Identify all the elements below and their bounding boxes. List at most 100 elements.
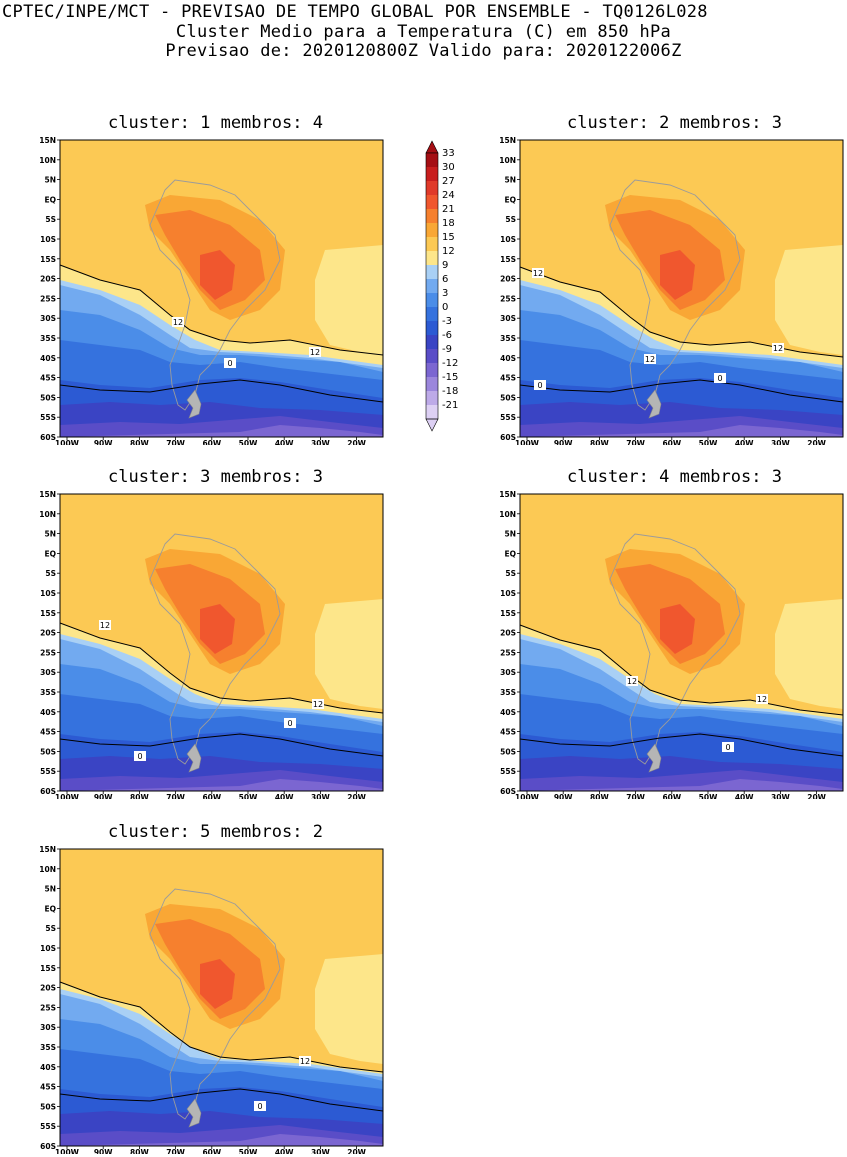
lon-tick-label: 30W — [771, 439, 790, 445]
lat-tick-label: EQ — [505, 195, 517, 204]
map-frame — [59, 493, 384, 792]
lat-tick-label: 40S — [40, 708, 56, 717]
contour-line — [519, 624, 844, 716]
colorbar-swatch — [426, 195, 438, 210]
contour-label: 12 — [100, 621, 110, 630]
contour-label: 12 — [313, 700, 323, 709]
contour-label-bg — [534, 380, 546, 390]
contour-label: 12 — [757, 695, 767, 704]
lat-tick-label: 10S — [40, 235, 56, 244]
contour-line — [519, 379, 844, 403]
tierra-del-fuego — [186, 743, 202, 773]
lat-tick-label: 30S — [500, 314, 516, 323]
coastline — [609, 179, 741, 411]
contour-label: 12 — [773, 344, 783, 353]
panel-title: cluster: 2 membros: 3 — [567, 113, 782, 133]
lon-tick-label: 100W — [55, 1148, 80, 1154]
lon-tick-label: 70W — [626, 439, 645, 445]
lat-tick-label: 35S — [40, 334, 56, 343]
colorbar-label: 18 — [442, 218, 455, 229]
lat-tick-label: 55S — [500, 767, 516, 776]
lon-tick-label: 30W — [771, 793, 790, 799]
colorbar-swatch — [426, 405, 438, 420]
contour-label: 0 — [227, 359, 232, 368]
lon-tick-label: 50W — [239, 793, 258, 799]
lon-tick-label: 60W — [202, 1148, 221, 1154]
lat-tick-label: 45S — [40, 374, 56, 383]
contour-label-bg — [254, 1101, 266, 1111]
contour-label-bg — [714, 373, 726, 383]
temp-band — [315, 954, 383, 1064]
lat-tick-label: 25S — [500, 294, 516, 303]
lat-tick-label: 40S — [40, 354, 56, 363]
lat-tick-label: 55S — [40, 767, 56, 776]
contour-label-bg — [172, 317, 184, 327]
lon-tick-label: 60W — [662, 793, 681, 799]
colorbar-label: 24 — [442, 190, 455, 201]
contour-label-bg — [299, 1056, 311, 1066]
lat-tick-label: EQ — [45, 904, 57, 913]
contour-label: 12 — [645, 355, 655, 364]
lon-tick-label: 70W — [166, 793, 185, 799]
temp-band — [60, 779, 383, 791]
colorbar-swatch — [426, 181, 438, 196]
lon-tick-label: 50W — [239, 1148, 258, 1154]
contour-label: 12 — [310, 348, 320, 357]
lat-tick-label: 15N — [39, 845, 56, 854]
lon-tick-label: 60W — [662, 439, 681, 445]
lat-tick-label: 60S — [500, 787, 516, 796]
colorbar-label: 12 — [442, 246, 455, 257]
colorbar-swatch — [426, 391, 438, 406]
lon-tick-label: 90W — [554, 793, 573, 799]
contour-label: 0 — [137, 752, 142, 761]
lon-tick-label: 30W — [311, 793, 330, 799]
lat-tick-label: 20S — [500, 275, 516, 284]
lon-tick-label: 90W — [94, 439, 113, 445]
lat-tick-label: 25S — [40, 1003, 56, 1012]
colorbar-label: -21 — [442, 400, 458, 411]
contour-line — [59, 379, 384, 403]
map-frame — [519, 493, 844, 792]
lat-tick-label: 10N — [39, 865, 56, 874]
lon-tick-label: 90W — [554, 439, 573, 445]
contour-label: 0 — [725, 743, 730, 752]
contour-label: 12 — [173, 318, 183, 327]
colorbar-swatch — [426, 251, 438, 266]
contour-label: 12 — [533, 269, 543, 278]
lon-tick-label: 90W — [94, 793, 113, 799]
lat-tick-label: 35S — [40, 688, 56, 697]
colorbar-swatch — [426, 307, 438, 322]
lon-tick-label: 80W — [590, 793, 609, 799]
lat-tick-label: 5N — [45, 176, 57, 185]
panel-title: cluster: 3 membros: 3 — [108, 467, 323, 487]
panel-title: cluster: 1 membros: 4 — [108, 113, 323, 133]
colorbar-swatch — [426, 321, 438, 336]
lat-tick-label: 15S — [40, 609, 56, 618]
lat-tick-label: 15S — [40, 255, 56, 264]
lat-tick-label: 25S — [40, 294, 56, 303]
lat-tick-label: 30S — [40, 314, 56, 323]
colorbar-label: 3 — [442, 288, 448, 299]
colorbar-swatch — [426, 265, 438, 280]
lon-tick-label: 100W — [55, 439, 80, 445]
colorbar-swatch — [426, 377, 438, 392]
colorbar-swatch — [426, 349, 438, 364]
lat-tick-label: 10N — [499, 156, 516, 165]
map-panel: 15N 10N 5N EQ 5S 10S 15S 20S 25S 30S 35S 40S 45S 50S 5… — [39, 136, 384, 445]
lat-tick-label: EQ — [45, 195, 57, 204]
colorbar-label: -3 — [442, 316, 452, 327]
colorbar-label: 9 — [442, 260, 448, 271]
lat-tick-label: 15S — [500, 255, 516, 264]
lat-tick-label: 5N — [505, 530, 517, 539]
coastline — [149, 533, 281, 765]
lat-tick-label: EQ — [505, 549, 517, 558]
panel-title: cluster: 4 membros: 3 — [567, 467, 782, 487]
contour-label-bg — [99, 620, 111, 630]
header-dates: Previsao de: 2020120800Z Valido para: 20… — [165, 41, 682, 61]
contour-line — [59, 1088, 384, 1112]
colorbar-swatch — [426, 363, 438, 378]
colorbar-label: -6 — [442, 330, 452, 341]
colorbar-label: 27 — [442, 176, 455, 187]
contour-label-bg — [284, 718, 296, 728]
